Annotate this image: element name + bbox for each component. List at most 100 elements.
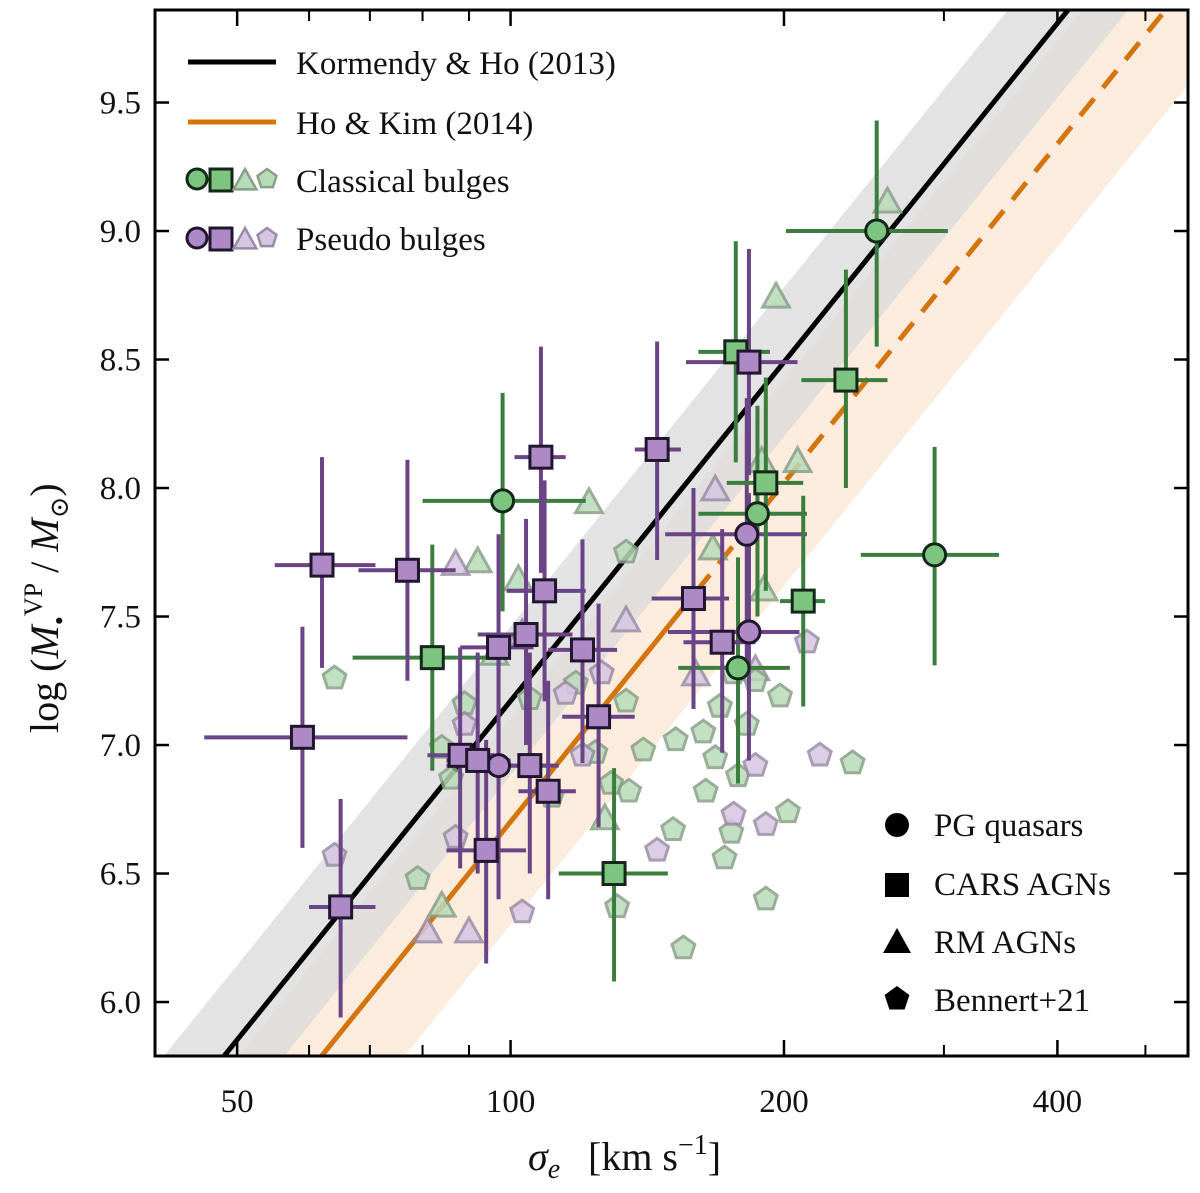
- pseudo-legend-square: [208, 226, 234, 252]
- pseudo-cars-square: [328, 894, 354, 920]
- pseudo-cars-square: [644, 436, 670, 462]
- pseudo-cars-square: [586, 704, 612, 730]
- pseudo-legend-circle: [185, 226, 209, 250]
- classical-rm-triangle: [425, 889, 458, 918]
- classical-pg-circle: [725, 655, 751, 681]
- plot-frame: [153, 8, 1190, 1058]
- x-axis-label-units: [km s−1]: [588, 1130, 721, 1179]
- pseudo-rm-triangle: [610, 604, 642, 633]
- pseudo-legend-triangle: [231, 225, 259, 250]
- pseudo-cars-square: [465, 747, 491, 773]
- pseudo-bennert-pentagon: [643, 836, 671, 862]
- pseudo-cars-square: [736, 349, 762, 375]
- classical-pg-circle: [922, 542, 948, 568]
- legend-pseudo-markers: [185, 225, 278, 252]
- classical-legend-pentagon: [256, 167, 278, 189]
- pseudo-pg-circle: [486, 753, 512, 779]
- legend-label-pseudo: Pseudo bulges: [296, 222, 486, 258]
- classical-bennert-pentagon: [612, 538, 640, 564]
- legend-circle-marker: [885, 813, 909, 837]
- classical-bennert-pentagon: [404, 864, 431, 890]
- pseudo-rm-triangle: [411, 914, 444, 944]
- legend-triangle-marker: [883, 928, 911, 953]
- pseudo-legend-pentagon: [256, 226, 278, 248]
- pseudo-cars-square: [532, 578, 558, 604]
- classical-cars-square: [601, 861, 627, 887]
- y-tick-label: 9.0: [100, 214, 141, 250]
- pseudo-pg-circle: [736, 619, 762, 645]
- pseudo-cars-square: [309, 552, 335, 578]
- y-tick-label: 8.5: [100, 343, 141, 379]
- pseudo-bennert-pentagon: [588, 659, 615, 685]
- pseudo-cars-square: [486, 634, 512, 660]
- pseudo-bennert-pentagon: [806, 741, 833, 767]
- x-tick-label: 200: [759, 1084, 809, 1120]
- x-tick-label: 50: [221, 1084, 254, 1120]
- classical-bennert-pentagon: [766, 682, 794, 708]
- x-axis-label: σe [km s−1]: [528, 1130, 721, 1185]
- pseudo-cars-square: [709, 629, 735, 655]
- y-tick-label: 9.5: [100, 86, 141, 122]
- classical-bennert-pentagon: [321, 664, 348, 690]
- classical-bennert-pentagon: [662, 726, 689, 752]
- classical-bennert-pentagon: [774, 797, 802, 824]
- classical-rm-triangle: [461, 544, 494, 574]
- classical-bennert-pentagon: [839, 749, 866, 775]
- pseudo-cars-square: [680, 586, 706, 612]
- legend-label-kormendy: Kormendy & Ho (2013): [296, 46, 616, 82]
- legend-label-bennert: Bennert+21: [934, 983, 1090, 1019]
- y-axis-label-text: log (M•VP / M⊙): [19, 483, 74, 733]
- pseudo-cars-square: [569, 637, 595, 663]
- pseudo-cars-square: [513, 622, 539, 648]
- legend-label-hokim: Ho & Kim (2014): [296, 106, 533, 142]
- legend-label-pg: PG quasars: [934, 808, 1083, 844]
- classical-bennert-pentagon: [711, 844, 738, 870]
- ho-kim-line-solid: [318, 590, 698, 1056]
- x-axis-label-sigma: σe: [528, 1134, 560, 1185]
- pseudo-cars-square: [394, 557, 420, 583]
- x-tick-label: 100: [486, 1084, 536, 1120]
- classical-pg-circle: [864, 218, 890, 244]
- legend-square-marker: [885, 873, 909, 897]
- classical-bennert-pentagon: [603, 893, 631, 919]
- pseudo-rm-triangle: [680, 657, 712, 687]
- classical-bennert-pentagon: [597, 769, 625, 795]
- pseudo-rm-triangle: [453, 914, 485, 944]
- pseudo-bennert-pentagon: [752, 810, 779, 836]
- faint-markers: [321, 185, 904, 960]
- classical-bennert-pentagon: [659, 815, 687, 841]
- classical-bennert-pentagon: [692, 777, 719, 803]
- pseudo-cars-square: [517, 753, 543, 779]
- classical-legend-triangle: [231, 166, 259, 191]
- pseudo-cars-square: [473, 837, 499, 863]
- classical-bennert-pentagon: [630, 736, 657, 762]
- pseudo-bennert-pentagon: [509, 898, 536, 924]
- classical-cars-square: [833, 367, 859, 393]
- y-tick-label: 6.0: [100, 985, 141, 1021]
- classical-cars-square: [419, 645, 445, 671]
- legend-label-classical: Classical bulges: [296, 164, 510, 200]
- classical-rm-triangle: [696, 532, 729, 561]
- classical-cars-square: [790, 588, 816, 614]
- legend-label-rm: RM AGNs: [934, 925, 1076, 961]
- x-tick-label: 400: [1033, 1084, 1083, 1120]
- legend-pentagon-marker: [884, 986, 910, 1010]
- axis-ticks: 50 100 200 400 6.0 6.5 7.0 7.5 8.0 8.5 9.0 9.5: [100, 10, 1188, 1120]
- pseudo-cars-square: [528, 444, 554, 470]
- y-axis-label: log (M•VP / M⊙): [19, 483, 74, 733]
- classical-cars-square: [753, 470, 779, 496]
- classical-legend-circle: [185, 167, 209, 191]
- y-tick-label: 7.0: [100, 728, 141, 764]
- classical-bennert-pentagon: [670, 934, 697, 960]
- legend-classical-markers: [185, 166, 278, 193]
- legend-bottom-right: PG quasars CARS AGNs RM AGNs Bennert+21: [883, 808, 1111, 1019]
- pseudo-pg-circle: [734, 521, 760, 547]
- pseudo-cars-square: [289, 724, 315, 750]
- main-markers: [289, 218, 948, 920]
- classical-bennert-pentagon: [718, 818, 745, 844]
- pseudo-bennert-pentagon: [552, 679, 579, 705]
- classical-bennert-pentagon: [690, 718, 717, 744]
- pseudo-bennert-pentagon: [720, 800, 747, 826]
- classical-pg-circle: [744, 501, 770, 527]
